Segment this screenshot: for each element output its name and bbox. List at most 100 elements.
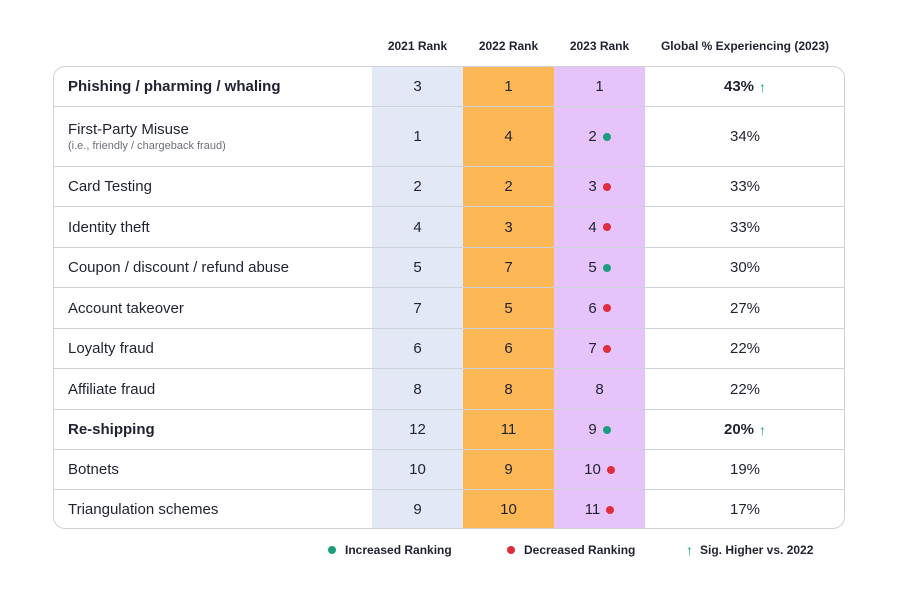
row-label: Phishing / pharming / whaling [68,67,281,106]
pct-value: 34% [729,128,761,145]
rank-2021-cell: 5 [372,248,463,287]
rank-2022-cell: 7 [463,248,554,287]
rank-value: 7 [504,259,513,276]
legend-sig-higher-label: Sig. Higher vs. 2022 [700,543,814,557]
rank-value: 12 [409,421,426,438]
legend-decreased-label: Decreased Ranking [524,543,636,557]
row-label: Identity theft [68,207,150,247]
rank-value: 6 [588,299,597,317]
global-pct-cell: 33% [645,167,845,206]
global-pct-cell: 20% ↑ [645,410,845,449]
pct-value: 33% [729,178,761,195]
column-headers: 2021 Rank 2022 Rank 2023 Rank Global % E… [0,36,900,56]
rank-value: 10 [500,501,517,518]
row-label-text: Identity theft [68,218,150,236]
table-row: Triangulation schemes 9 10 11 17% [53,489,845,529]
rank-value: 9 [413,501,422,518]
decreased-dot-icon [606,505,615,514]
rank-2021-cell: 8 [372,369,463,409]
column-bg-2023 [554,67,645,529]
row-label: Botnets [68,450,119,489]
decreased-dot-icon [602,344,611,353]
rank-2023-cell: 2 [554,107,645,166]
row-label-text: Loyalty fraud [68,340,154,357]
table-row: Re-shipping 12 11 9 20% ↑ [53,409,845,449]
rank-2021-cell: 9 [372,490,463,529]
pct-value: 30% [729,259,761,276]
rank-value: 3 [504,218,513,236]
row-label: Loyalty fraud [68,329,154,368]
rank-2023-cell: 6 [554,288,645,328]
rank-value: 5 [413,259,422,276]
row-label-text: Phishing / pharming / whaling [68,78,281,95]
rank-2023-cell: 1 [554,67,645,106]
rank-value: 3 [588,178,597,195]
pct-value: 17% [729,501,761,518]
global-pct-cell: 27% [645,288,845,328]
table-row: Card Testing 2 2 3 33% [53,166,845,206]
up-arrow-icon: ↑ [686,542,693,558]
decreased-dot-icon [602,182,611,191]
rank-2022-cell: 5 [463,288,554,328]
rank-value: 4 [588,218,597,236]
legend-increased: Increased Ranking [328,540,452,560]
table-row: First-Party Misuse (i.e., friendly / char… [53,106,845,166]
increased-dot-icon [602,132,611,141]
legend-sig-higher: ↑ Sig. Higher vs. 2022 [686,540,813,560]
rank-value: 11 [584,501,601,518]
rank-value: 1 [595,78,604,95]
row-label-text: Coupon / discount / refund abuse [68,259,289,276]
table-row: Botnets 10 9 10 19% [53,449,845,489]
rank-value: 9 [504,461,513,478]
decreased-dot-icon [602,304,611,312]
rank-2021-cell: 1 [372,107,463,166]
table-row: Identity theft 4 3 4 33% [53,206,845,247]
row-label-text: Account takeover [68,299,184,317]
global-pct-cell: 30% [645,248,845,287]
column-bg-2022 [463,67,554,529]
table-row: Phishing / pharming / whaling 3 1 1 43% ↑ [53,67,845,106]
rank-value: 11 [500,421,517,438]
row-label-text: First-Party Misuse [68,121,189,138]
row-label-text: Botnets [68,461,119,478]
rank-value: 2 [504,178,513,195]
rank-value: 8 [595,380,604,398]
increased-dot-icon [602,263,611,272]
rank-2023-cell: 9 [554,410,645,449]
pct-value: 22% [729,340,761,357]
row-label: Account takeover [68,288,184,328]
rank-value: 10 [409,461,426,478]
up-arrow-icon: ↑ [759,421,767,438]
row-label: Card Testing [68,167,152,206]
legend-increased-label: Increased Ranking [345,543,452,557]
global-pct-cell: 17% [645,490,845,529]
rank-2023-cell: 7 [554,329,645,368]
row-label-text: Re-shipping [68,421,155,438]
rank-2022-cell: 9 [463,450,554,489]
rank-2021-cell: 4 [372,207,463,247]
column-bg-2021 [372,67,463,529]
rank-2022-cell: 4 [463,107,554,166]
rank-value: 2 [588,128,597,145]
row-label: Affiliate fraud [68,369,155,409]
rank-value: 4 [413,218,422,236]
pct-value: 20% [723,421,755,438]
rank-value: 7 [588,340,597,357]
row-label-text: Affiliate fraud [68,380,156,398]
rank-value: 5 [588,259,597,276]
rank-value: 8 [413,380,422,398]
rank-2023-cell: 11 [554,490,645,529]
rank-value: 1 [413,128,422,145]
legend-decreased: Decreased Ranking [507,540,635,560]
rank-2022-cell: 2 [463,167,554,206]
rank-2023-cell: 8 [554,369,645,409]
row-label: Coupon / discount / refund abuse [68,248,289,287]
rank-value: 7 [413,299,422,317]
rank-value: 6 [504,340,513,357]
rank-value: 3 [413,78,422,95]
row-sublabel: (i.e., friendly / chargeback fraud) [68,140,226,152]
rank-2021-cell: 10 [372,450,463,489]
row-label-text: Card Testing [68,178,152,195]
global-pct-cell: 43% ↑ [645,67,845,106]
header-2021-rank: 2021 Rank [387,39,448,53]
